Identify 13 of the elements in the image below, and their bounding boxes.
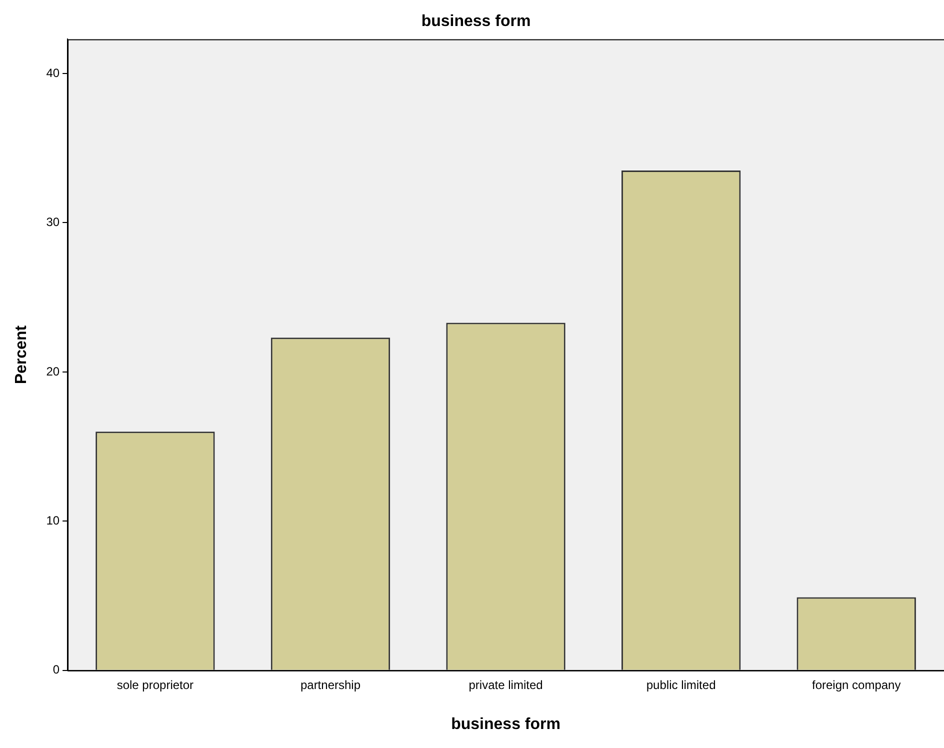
y-tick-label: 40 bbox=[46, 66, 60, 80]
x-tick-label: foreign company bbox=[812, 678, 901, 692]
y-tick-label: 20 bbox=[46, 364, 60, 378]
x-tick-label: private limited bbox=[468, 678, 543, 692]
x-tick-label: public limited bbox=[646, 678, 716, 692]
x-axis-title: business form bbox=[451, 716, 560, 733]
chart-title: business form bbox=[421, 13, 531, 30]
x-tick-label: partnership bbox=[300, 678, 361, 692]
x-tick-label: sole proprietor bbox=[116, 678, 194, 692]
y-axis-title: Percent bbox=[13, 324, 30, 384]
y-tick-label: 10 bbox=[46, 513, 60, 528]
y-tick-label: 0 bbox=[52, 662, 60, 677]
y-tick-label: 30 bbox=[46, 215, 60, 230]
